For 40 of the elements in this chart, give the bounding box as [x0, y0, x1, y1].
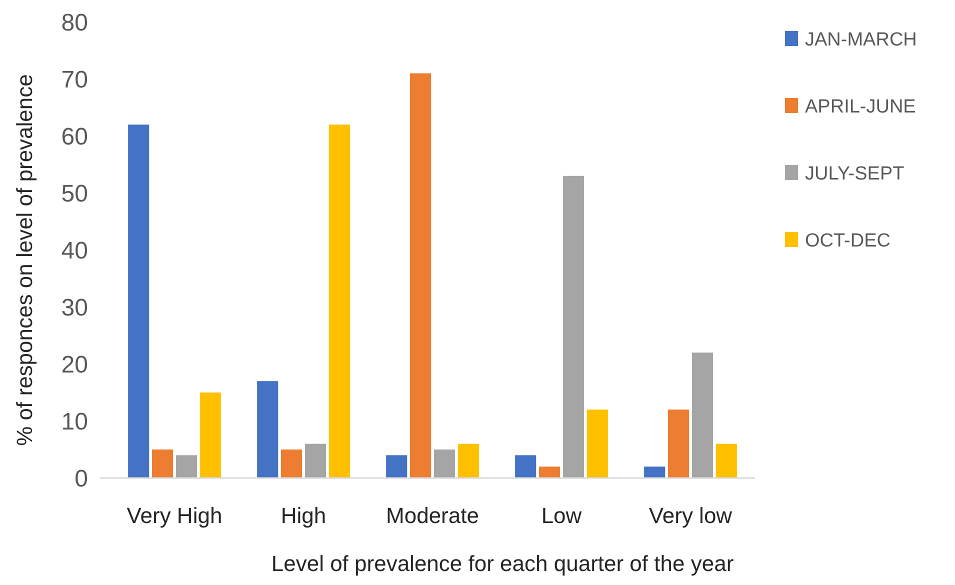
bar	[304, 444, 326, 478]
bar	[281, 450, 302, 478]
y-tick-label: 70	[61, 66, 88, 94]
bar	[644, 466, 666, 478]
bar	[176, 455, 197, 478]
bar	[328, 124, 350, 478]
x-axis-title: Level of prevalence for each quarter of the year	[271, 551, 734, 576]
bar	[128, 124, 150, 478]
bar	[586, 410, 608, 478]
x-tick-label: Low	[541, 503, 582, 528]
bar	[515, 455, 536, 478]
bar	[410, 73, 432, 478]
x-tick-label: High	[280, 503, 326, 528]
y-tick-label: 10	[61, 408, 88, 436]
y-axis-title: % of responces on level of prevalence	[12, 74, 37, 446]
x-tick-label: Very low	[648, 503, 732, 528]
bar	[716, 444, 737, 478]
bar	[562, 176, 584, 478]
bar	[434, 450, 455, 478]
bar	[200, 392, 221, 478]
bar	[458, 444, 479, 478]
x-tick-label: Very High	[126, 503, 222, 528]
y-tick-label: 0	[74, 465, 88, 492]
y-tick-label: 20	[61, 351, 88, 378]
legend-label: JAN-MARCH	[805, 30, 917, 51]
legend-label: JULY-SEPT	[805, 164, 905, 185]
x-tick-label: Moderate	[386, 503, 479, 528]
bar	[539, 466, 560, 478]
bar	[668, 410, 690, 478]
bar	[152, 450, 174, 478]
y-tick-label: 40	[61, 237, 88, 264]
legend-label: APRIL-JUNE	[805, 96, 916, 118]
y-tick-label: 30	[61, 294, 88, 322]
y-tick-label: 50	[61, 180, 88, 208]
bar	[386, 455, 408, 478]
y-tick-label: 60	[61, 123, 88, 150]
bar	[692, 352, 713, 478]
legend-label: OCT-DEC	[805, 230, 890, 252]
y-tick-label: 80	[61, 9, 88, 36]
bar	[257, 381, 278, 478]
